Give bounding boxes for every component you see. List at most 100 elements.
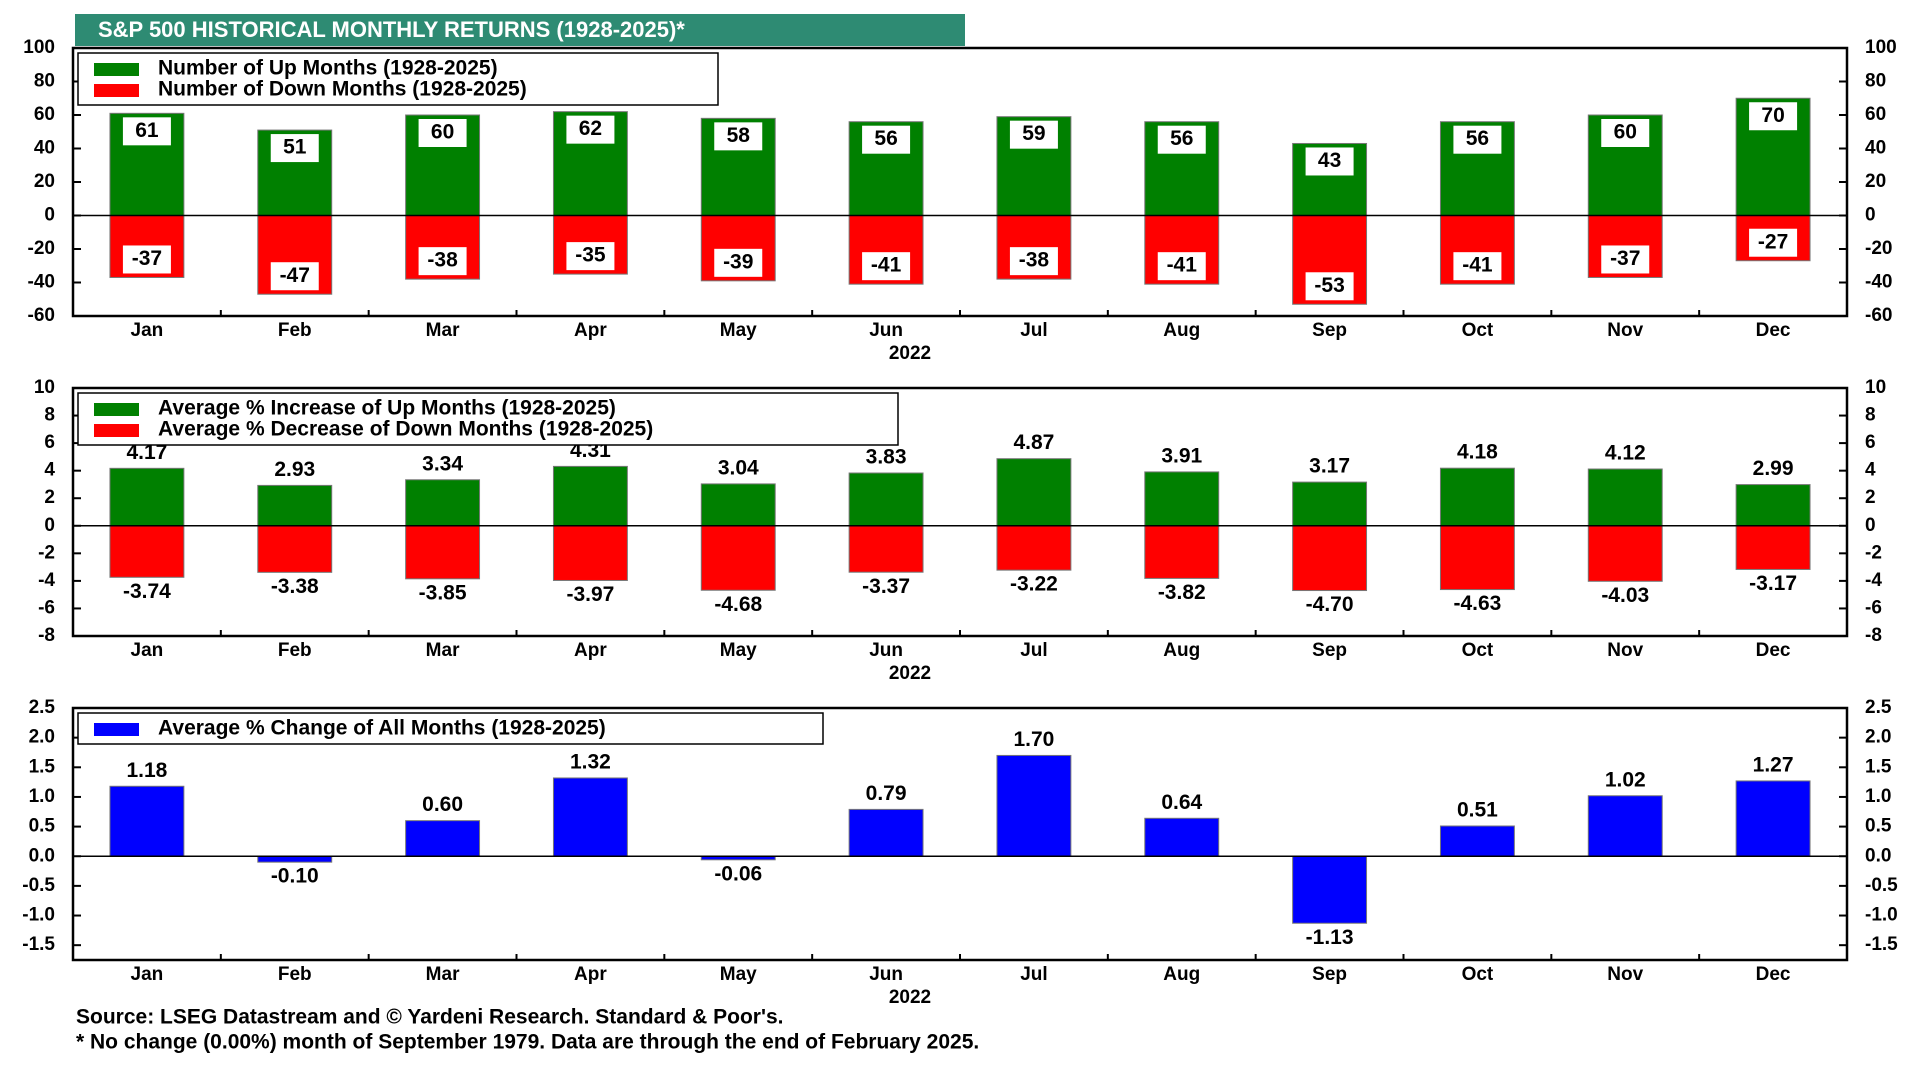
data-label: -0.06: [714, 862, 762, 885]
y2-tick-label: -2: [1865, 542, 1882, 563]
x-tick-label: Feb: [278, 964, 312, 985]
y-tick-label: 0.0: [29, 845, 55, 866]
data-label: 4.87: [1013, 431, 1054, 454]
y-tick-label: 2.5: [29, 697, 56, 718]
label-box: [418, 247, 467, 276]
label-box: [122, 245, 171, 274]
label-box: [566, 242, 615, 271]
label-box: [862, 252, 911, 281]
bar: [848, 472, 924, 527]
y-tick-label: 80: [34, 71, 55, 92]
legend-label: Average % Decrease of Down Months (1928-…: [158, 418, 653, 441]
data-label: 56: [1466, 127, 1489, 150]
x-tick-label: Dec: [1756, 320, 1791, 341]
x-tick-label: Aug: [1163, 964, 1200, 985]
y-tick-label: -20: [28, 238, 55, 259]
data-label: 1.32: [570, 751, 611, 774]
label-box: [1305, 147, 1354, 176]
bar: [1735, 780, 1811, 857]
label-box: [1305, 272, 1354, 301]
bar: [1292, 855, 1368, 924]
x-tick-label: May: [720, 640, 757, 661]
x-tick-label: Apr: [574, 964, 607, 985]
bar: [1587, 468, 1663, 527]
y2-tick-label: -60: [1865, 305, 1892, 326]
legend-swatch: [94, 84, 139, 97]
data-label: -3.97: [566, 583, 614, 606]
y-tick-label: 40: [34, 138, 55, 159]
x-tick-label: Aug: [1163, 640, 1200, 661]
x-tick-label: Oct: [1462, 320, 1494, 341]
x-tick-label: Aug: [1163, 320, 1200, 341]
data-label: -37: [132, 247, 162, 270]
label-box: [1009, 120, 1058, 149]
x-tick-label: May: [720, 320, 757, 341]
y-tick-label: 20: [34, 171, 55, 192]
x-tick-label: Jul: [1020, 964, 1047, 985]
data-label: 0.51: [1457, 799, 1498, 822]
data-label: 4.17: [126, 441, 167, 464]
data-label: 4.12: [1605, 442, 1646, 465]
data-label: 51: [283, 136, 307, 159]
data-label: -3.82: [1158, 581, 1206, 604]
x-tick-label: Apr: [574, 320, 607, 341]
bar: [1439, 825, 1515, 857]
source-note: Source: LSEG Datastream and © Yardeni Re…: [76, 1006, 783, 1029]
label-box: [1009, 247, 1058, 276]
data-label: -3.38: [271, 575, 319, 598]
data-label: -38: [1019, 249, 1050, 272]
bar: [405, 479, 481, 527]
legend-swatch: [94, 723, 139, 736]
data-label: -3.74: [123, 580, 171, 603]
bar: [552, 465, 628, 527]
label-box: [1601, 245, 1650, 274]
y2-tick-label: 1.0: [1865, 786, 1891, 807]
bar: [552, 777, 628, 857]
y2-tick-label: 8: [1865, 405, 1876, 426]
data-label: 62: [579, 117, 602, 140]
data-label: 1.02: [1605, 768, 1646, 791]
bar: [405, 820, 481, 857]
data-label: 60: [1614, 121, 1637, 144]
label-box: [1453, 125, 1502, 154]
label-box: [1749, 102, 1798, 131]
y-tick-label: 10: [34, 377, 55, 398]
label-box: [1157, 252, 1206, 281]
data-label: -3.37: [862, 575, 910, 598]
data-label: 58: [727, 124, 751, 147]
data-label: 3.04: [718, 456, 759, 479]
label-box: [418, 119, 467, 147]
y2-tick-label: -0.5: [1865, 875, 1898, 896]
y2-tick-label: 0: [1865, 205, 1876, 226]
data-label: 43: [1318, 149, 1341, 172]
bar: [1439, 467, 1515, 527]
data-label: 1.18: [126, 759, 167, 782]
y2-tick-label: -20: [1865, 238, 1892, 259]
bar: [1587, 525, 1663, 582]
y-tick-label: -1.5: [22, 934, 55, 955]
data-label: -47: [280, 264, 310, 287]
bar: [996, 754, 1072, 857]
y-tick-label: 2.0: [29, 727, 55, 748]
x-tick-label: Feb: [278, 320, 312, 341]
y2-tick-label: -6: [1865, 597, 1882, 618]
data-label: -41: [871, 254, 902, 277]
data-label: -41: [1462, 254, 1493, 277]
chart-title: S&P 500 HISTORICAL MONTHLY RETURNS (1928…: [98, 17, 685, 42]
data-label: 3.91: [1161, 444, 1202, 467]
legend-box: [77, 392, 899, 446]
label-box: [566, 115, 615, 144]
bar: [1292, 481, 1368, 527]
legend-swatch: [94, 424, 139, 437]
data-label: -4.68: [714, 593, 762, 616]
x-tick-label: May: [720, 964, 757, 985]
bar: [1144, 817, 1220, 857]
bar: [257, 484, 333, 527]
y-tick-label: 0: [44, 205, 55, 226]
x-tick-label: Jul: [1020, 640, 1047, 661]
data-label: -3.17: [1749, 572, 1797, 595]
y2-tick-label: -1.0: [1865, 905, 1898, 926]
legend-swatch: [94, 403, 139, 416]
bar: [848, 525, 924, 573]
x-axis-label: 2022: [889, 343, 931, 364]
